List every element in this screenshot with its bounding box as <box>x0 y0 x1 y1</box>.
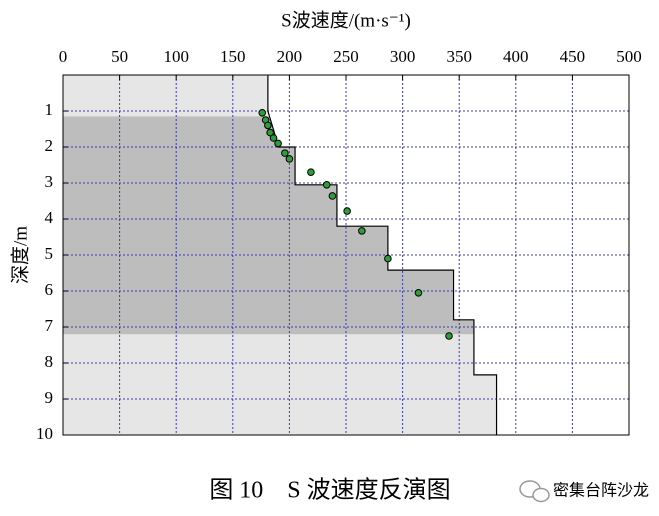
data-point <box>274 139 282 148</box>
watermark-icon <box>519 480 550 503</box>
data-point <box>322 181 331 189</box>
x-tick-label: 350 <box>446 47 472 66</box>
y-tick-label: 9 <box>45 388 54 407</box>
y-tick-label: 8 <box>45 352 54 371</box>
x-tick-label: 250 <box>333 47 359 66</box>
data-point <box>269 134 278 142</box>
x-tick-label: 500 <box>616 47 642 66</box>
chart-title: S波速度/(m·s⁻¹) <box>281 9 411 31</box>
y-axis-label: 深度/m <box>9 226 31 284</box>
x-tick-label: 50 <box>111 47 128 66</box>
y-tick-label: 3 <box>45 172 54 191</box>
data-point <box>343 207 351 215</box>
data-point <box>445 332 453 340</box>
y-tick-label: 7 <box>45 316 54 335</box>
data-point <box>414 289 423 297</box>
caption: 图 10 S 波速度反演图 <box>209 477 450 504</box>
x-tick-label: 450 <box>560 47 586 66</box>
x-tick-label: 150 <box>220 47 246 66</box>
x-tick-label: 200 <box>277 47 303 66</box>
data-point <box>307 168 315 176</box>
data-point <box>281 149 289 157</box>
data-point <box>358 227 366 235</box>
data-point <box>285 155 294 163</box>
y-tick-label: 6 <box>45 280 54 299</box>
data-point <box>264 121 272 130</box>
y-tick-label: 4 <box>45 208 54 227</box>
x-tick-label: 0 <box>59 47 68 66</box>
y-tick-label: 2 <box>45 136 54 155</box>
data-point <box>258 109 267 117</box>
x-tick-label: 100 <box>163 47 189 66</box>
y-tick-label: 1 <box>45 100 54 119</box>
watermark: 密集台阵沙龙 <box>553 481 649 500</box>
plot-frame <box>62 74 630 436</box>
x-tick-label: 400 <box>503 47 529 66</box>
data-point <box>384 254 392 263</box>
data-point <box>328 192 337 200</box>
data-point <box>266 128 274 137</box>
x-tick-label: 300 <box>390 47 416 66</box>
y-tick-label: 10 <box>36 424 53 443</box>
y-tick-label: 5 <box>45 244 54 263</box>
